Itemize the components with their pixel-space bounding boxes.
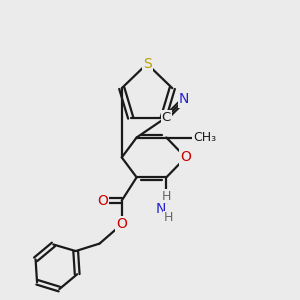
Text: N: N	[156, 202, 166, 216]
Text: S: S	[143, 57, 152, 71]
Text: H: H	[162, 190, 171, 202]
Text: O: O	[180, 150, 191, 164]
Text: O: O	[97, 194, 108, 208]
Text: CH₃: CH₃	[194, 131, 217, 144]
Text: N: N	[179, 92, 189, 106]
Text: H: H	[164, 211, 173, 224]
Text: C: C	[162, 111, 171, 124]
Text: O: O	[116, 217, 127, 231]
